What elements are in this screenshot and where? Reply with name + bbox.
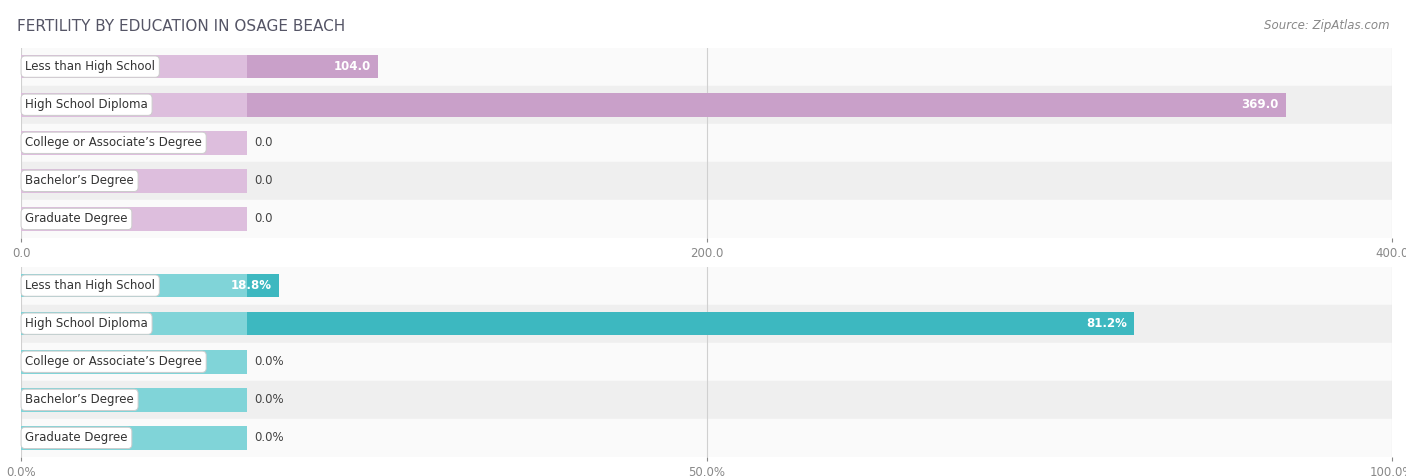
- Bar: [21, 131, 247, 155]
- Text: 18.8%: 18.8%: [231, 279, 271, 292]
- Bar: [21, 169, 247, 193]
- Text: Graduate Degree: Graduate Degree: [25, 431, 128, 445]
- Bar: [21, 312, 1135, 336]
- Bar: [21, 207, 247, 231]
- Bar: [21, 162, 1392, 200]
- Bar: [21, 55, 247, 79]
- Bar: [21, 200, 1392, 238]
- Bar: [21, 274, 247, 298]
- Bar: [21, 86, 1392, 124]
- Text: 0.0%: 0.0%: [254, 355, 284, 368]
- Text: Less than High School: Less than High School: [25, 60, 155, 73]
- Bar: [21, 48, 1392, 86]
- Bar: [21, 305, 1392, 343]
- Bar: [21, 93, 247, 117]
- Text: 0.0%: 0.0%: [254, 431, 284, 445]
- Text: Graduate Degree: Graduate Degree: [25, 212, 128, 226]
- Text: High School Diploma: High School Diploma: [25, 317, 148, 330]
- Bar: [21, 381, 1392, 419]
- Text: High School Diploma: High School Diploma: [25, 98, 148, 111]
- Text: Less than High School: Less than High School: [25, 279, 155, 292]
- Text: 0.0%: 0.0%: [254, 393, 284, 407]
- Bar: [21, 274, 278, 298]
- Bar: [21, 350, 247, 374]
- Bar: [21, 426, 247, 450]
- Text: Source: ZipAtlas.com: Source: ZipAtlas.com: [1264, 19, 1389, 32]
- Text: Bachelor’s Degree: Bachelor’s Degree: [25, 393, 134, 407]
- Text: FERTILITY BY EDUCATION IN OSAGE BEACH: FERTILITY BY EDUCATION IN OSAGE BEACH: [17, 19, 344, 34]
- Bar: [21, 55, 377, 79]
- Text: 0.0: 0.0: [254, 136, 273, 149]
- Text: 0.0: 0.0: [254, 212, 273, 226]
- Text: College or Associate’s Degree: College or Associate’s Degree: [25, 136, 202, 149]
- Bar: [21, 312, 247, 336]
- Bar: [21, 124, 1392, 162]
- Text: 104.0: 104.0: [333, 60, 371, 73]
- Bar: [21, 267, 1392, 305]
- Bar: [21, 343, 1392, 381]
- Text: College or Associate’s Degree: College or Associate’s Degree: [25, 355, 202, 368]
- Text: 81.2%: 81.2%: [1087, 317, 1128, 330]
- Text: Bachelor’s Degree: Bachelor’s Degree: [25, 174, 134, 188]
- Bar: [21, 419, 1392, 457]
- Bar: [21, 388, 247, 412]
- Text: 0.0: 0.0: [254, 174, 273, 188]
- Text: 369.0: 369.0: [1241, 98, 1279, 111]
- Bar: [21, 93, 1285, 117]
